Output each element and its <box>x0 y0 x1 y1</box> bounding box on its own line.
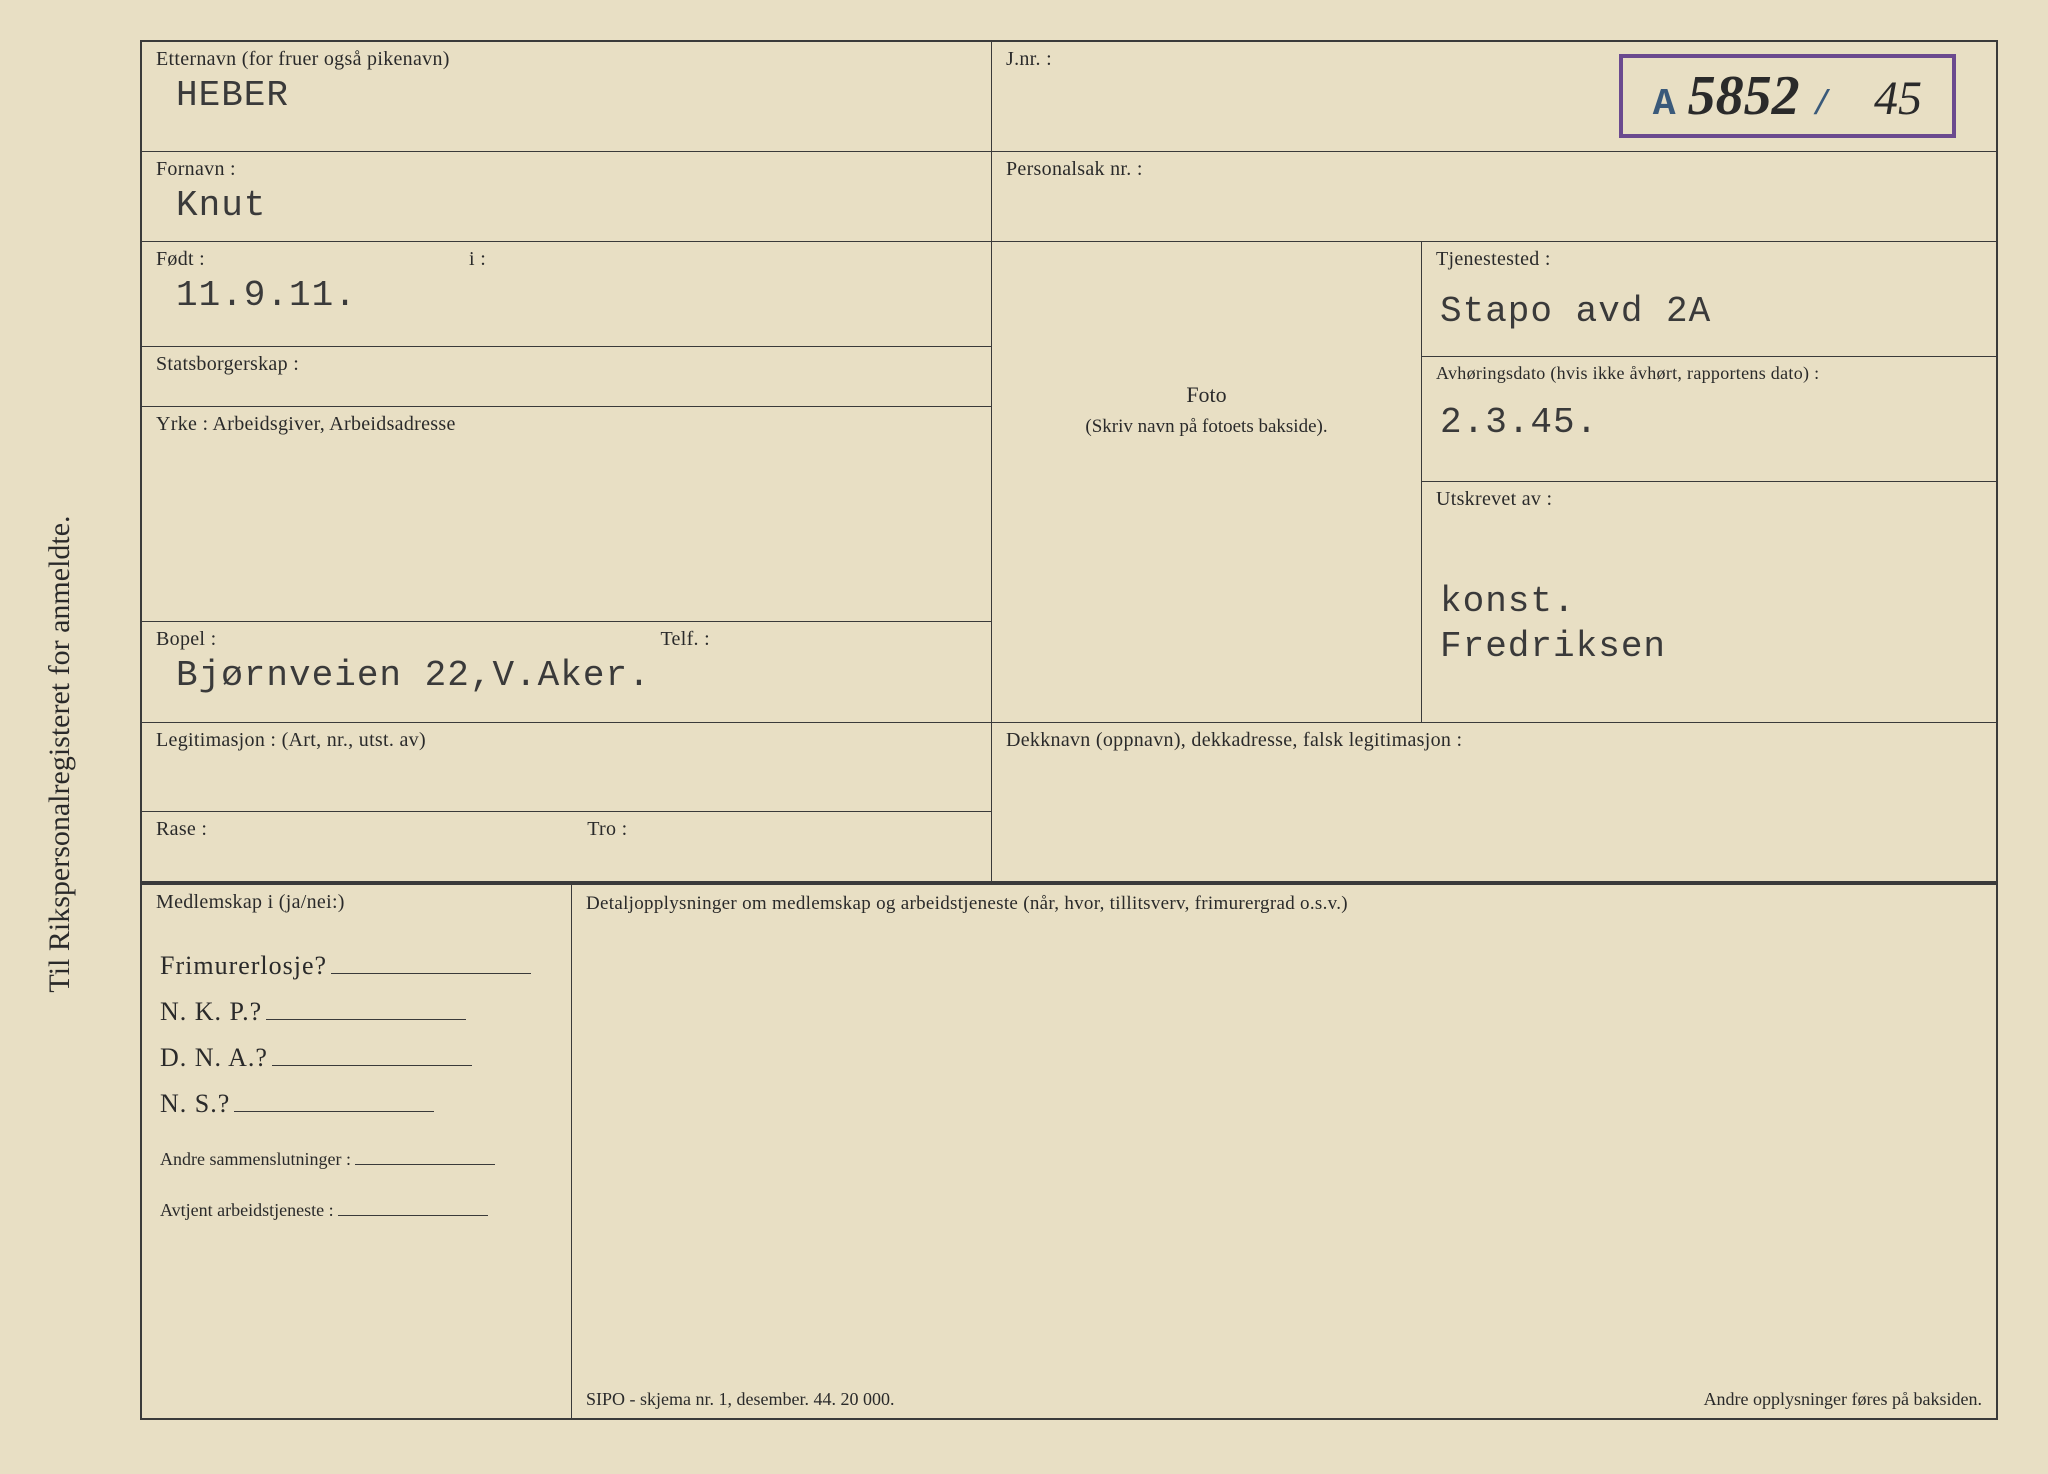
label-yrke: Yrke : Arbeidsgiver, Arbeidsadresse <box>156 413 977 436</box>
registration-card: Til Rikspersonalregisteret for anmeldte.… <box>0 0 2048 1474</box>
label-foto: Foto <box>992 382 1421 408</box>
value-etternavn: HEBER <box>156 75 977 116</box>
value-avhoringsdato: 2.3.45. <box>1436 402 1982 443</box>
membership-nkp: N. K. P.? <box>160 997 553 1027</box>
membership-frimurer: Frimurerlosje? <box>160 951 553 981</box>
stamp-box: A 5852 / 45 <box>1619 54 1956 138</box>
label-avhoringsdato: Avhøringsdato (hvis ikke åvhørt, rapport… <box>1436 363 1982 384</box>
stamp-year: 45 <box>1874 71 1922 126</box>
footer-left: SIPO - skjema nr. 1, desember. 44. 20 00… <box>586 1389 894 1410</box>
form-grid: Etternavn (for fruer også pikenavn) HEBE… <box>140 40 1998 1420</box>
label-foto-sub: (Skriv navn på fotoets bakside). <box>992 416 1421 438</box>
label-legitimasjon: Legitimasjon : (Art, nr., utst. av) <box>156 729 977 752</box>
membership-avtjent: Avtjent arbeidstjeneste : <box>160 1200 553 1221</box>
label-dekknavn: Dekknavn (oppnavn), dekkadresse, falsk l… <box>1006 729 1982 752</box>
membership-ns: N. S.? <box>160 1089 553 1119</box>
label-bopel: Bopel : <box>156 628 216 650</box>
label-fornavn: Fornavn : <box>156 158 977 181</box>
stamp-prefix: A <box>1653 83 1676 126</box>
stamp-number: 5852 <box>1688 64 1800 128</box>
label-fodt: Født : <box>156 248 205 270</box>
value-fodt: 11.9.11. <box>156 275 977 316</box>
label-medlemskap: Medlemskap i (ja/nei:) <box>156 891 557 914</box>
value-tjenestested: Stapo avd 2A <box>1436 291 1982 332</box>
membership-andre: Andre sammenslutninger : <box>160 1149 553 1170</box>
side-title: Til Rikspersonalregisteret for anmeldte. <box>43 515 77 992</box>
label-etternavn: Etternavn (for fruer også pikenavn) <box>156 48 977 71</box>
value-utskrevet2: Fredriksen <box>1436 626 1982 667</box>
label-detaljopplysninger: Detaljopplysninger om medlemskap og arbe… <box>586 893 1982 915</box>
footer-right: Andre opplysninger føres på baksiden. <box>1704 1389 1982 1410</box>
stamp-slash: / <box>1812 87 1832 125</box>
label-personalsak: Personalsak nr. : <box>1006 158 1982 181</box>
label-tjenestested: Tjenestested : <box>1436 248 1982 271</box>
value-fornavn: Knut <box>156 185 977 226</box>
value-utskrevet1: konst. <box>1436 581 1982 622</box>
label-fodt-i: i : <box>469 248 486 270</box>
value-bopel: Bjørnveien 22,V.Aker. <box>156 655 977 696</box>
label-tro: Tro : <box>587 818 627 877</box>
label-telf: Telf. : <box>660 628 710 650</box>
membership-dna: D. N. A.? <box>160 1043 553 1073</box>
label-statsborgerskap: Statsborgerskap : <box>156 353 977 376</box>
label-utskrevet: Utskrevet av : <box>1436 488 1982 511</box>
label-rase: Rase : <box>156 818 207 877</box>
membership-list: Frimurerlosje? N. K. P.? D. N. A.? N. S.… <box>142 925 571 1247</box>
